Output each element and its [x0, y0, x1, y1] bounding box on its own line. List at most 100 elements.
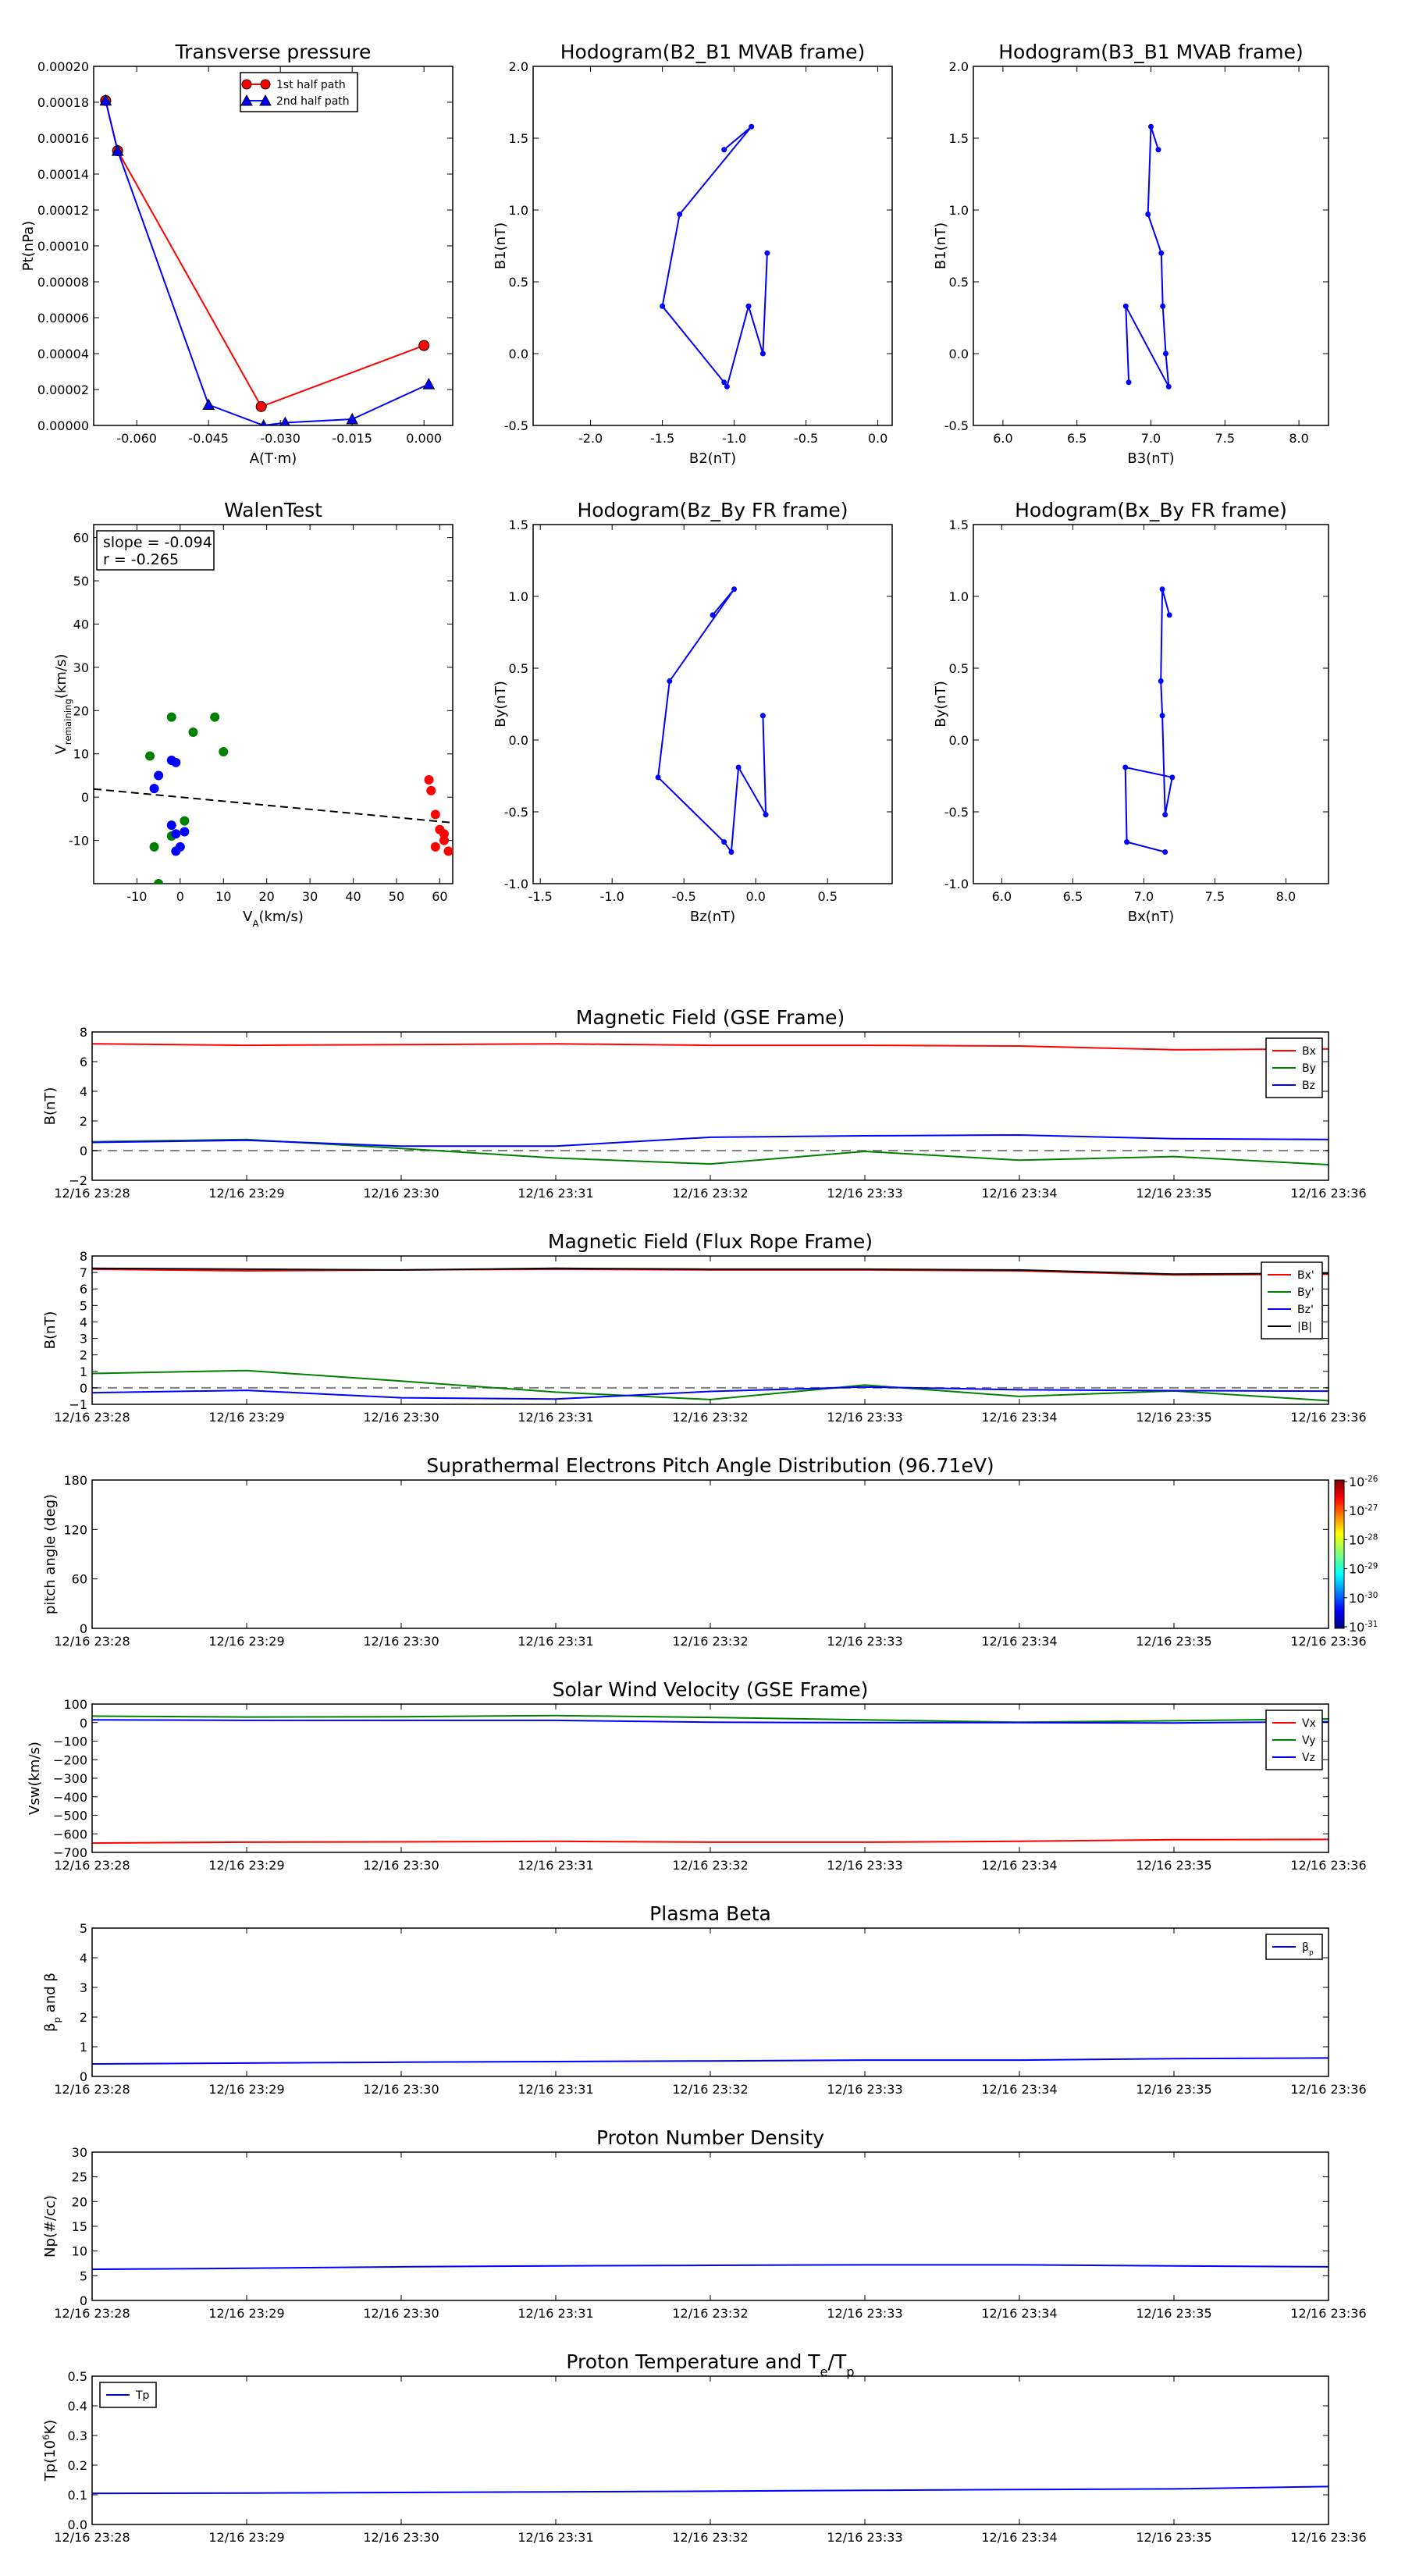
plot-area	[92, 2485, 1329, 2495]
y-axis-label: Np(#/cc)	[42, 2195, 59, 2258]
x-tick-label: 12/16 23:33	[827, 1410, 902, 1425]
x-tick-label: 12/16 23:33	[827, 1186, 902, 1201]
data-point	[759, 713, 766, 719]
data-point	[677, 212, 683, 218]
data-point	[443, 846, 453, 856]
data-point	[1148, 123, 1154, 130]
data-point	[219, 746, 229, 756]
x-axis-label: Bz(nT)	[690, 909, 735, 925]
annotation-r: r = -0.265	[103, 551, 179, 568]
x-tick-label: 12/16 23:29	[208, 2082, 284, 2097]
y-axis-label: B(nT)	[42, 1311, 59, 1350]
x-tick-label: 12/16 23:28	[54, 2530, 130, 2545]
y-tick-label: 0.5	[509, 661, 528, 676]
plot-frame	[91, 1255, 1329, 1405]
legend-label: Vz	[1302, 1752, 1315, 1764]
y-tick-label: 0	[81, 790, 89, 805]
colorbar-label: 10-31	[1349, 1620, 1378, 1635]
series-line-0	[661, 126, 768, 389]
y-tick-label: 8	[80, 1025, 87, 1040]
data-point	[439, 835, 449, 845]
x-tick-label: 12/16 23:35	[1136, 2306, 1211, 2321]
x-tick-label: 12/16 23:29	[208, 2530, 284, 2545]
y-tick-label: 1.0	[949, 203, 969, 218]
x-tick-label: -10	[126, 889, 147, 904]
x-tick-label: 12/16 23:30	[363, 2082, 439, 2097]
y-tick-label: 0	[80, 1716, 87, 1731]
data-point	[749, 123, 755, 130]
y-tick-label: 0	[80, 1381, 87, 1396]
x-tick-label: 40	[345, 889, 361, 904]
y-tick-label: 3	[80, 1332, 87, 1347]
y-tick-label: 4	[80, 1951, 87, 1966]
series-line-1	[92, 1369, 1329, 1402]
plot-frame	[91, 1703, 1329, 1853]
plot-area	[655, 586, 769, 856]
y-tick-label: 2	[80, 2010, 87, 2025]
plot-area	[92, 1714, 1329, 1845]
y-tick-label: 0.5	[949, 661, 969, 676]
x-tick-label: 6.5	[1063, 889, 1083, 904]
series-line-3	[92, 1267, 1329, 1276]
x-tick-label: 12/16 23:28	[54, 2306, 130, 2321]
x-tick-label: 12/16 23:31	[518, 2530, 593, 2545]
y-tick-label: 1.5	[509, 131, 528, 146]
legend-marker	[241, 79, 252, 90]
panel-title: Magnetic Field (Flux Rope Frame)	[548, 1230, 873, 1253]
x-tick-label: -1.5	[528, 889, 553, 904]
plot-frame	[973, 524, 1329, 884]
y-tick-label: 2	[80, 1114, 87, 1129]
y-tick-label: 2.0	[509, 59, 528, 74]
y-tick-label: 0.00014	[37, 167, 89, 182]
x-tick-label: 12/16 23:35	[1136, 1186, 1211, 1201]
y-tick-label: 180	[63, 1473, 87, 1488]
y-tick-label: -1.0	[944, 877, 969, 891]
x-tick-label: 0.0	[868, 431, 887, 446]
panel-title: Suprathermal Electrons Pitch Angle Distr…	[426, 1454, 994, 1477]
y-axis-label: By(nT)	[933, 681, 949, 727]
data-point	[1145, 212, 1151, 218]
y-tick-label: 30	[73, 660, 89, 675]
y-tick-label: 60	[73, 531, 89, 546]
y-tick-label: −300	[53, 1771, 87, 1786]
series-line-0	[1125, 126, 1170, 387]
series-line-0	[92, 1043, 1329, 1051]
x-axis-label: B3(nT)	[1127, 450, 1174, 467]
x-tick-label: 12/16 23:36	[1290, 1634, 1366, 1649]
x-tick-label: -0.5	[672, 889, 696, 904]
series-line-0	[92, 2057, 1329, 2065]
data-point	[426, 785, 436, 795]
x-tick-label: 12/16 23:31	[518, 2082, 593, 2097]
series-line-1	[92, 1138, 1329, 1165]
legend-marker	[260, 79, 271, 90]
series-line-0	[105, 100, 425, 408]
y-tick-label: -0.5	[944, 805, 969, 820]
y-tick-label: -1.0	[504, 877, 528, 891]
data-point	[1159, 713, 1165, 719]
data-point	[149, 841, 159, 852]
x-tick-label: 12/16 23:36	[1290, 2306, 1366, 2321]
y-tick-label: −700	[53, 1845, 87, 1860]
panel-title: WalenTest	[224, 499, 322, 521]
y-axis-label: Pt(nPa)	[20, 221, 37, 271]
data-point	[1159, 586, 1165, 592]
x-tick-label: 7.5	[1205, 889, 1225, 904]
data-point	[260, 418, 268, 425]
y-tick-label: 0.00016	[37, 131, 89, 146]
plot-area	[1122, 123, 1172, 390]
y-tick-label: 20	[73, 703, 89, 718]
plot-area	[1122, 586, 1176, 856]
data-point	[735, 764, 742, 770]
x-tick-label: 10	[215, 889, 231, 904]
y-tick-label: 0.5	[68, 2369, 87, 2384]
data-point	[1126, 379, 1132, 386]
y-tick-label: 5	[80, 1298, 87, 1313]
data-point	[99, 94, 112, 106]
plot-frame	[91, 2151, 1329, 2301]
y-tick-label: 0.00010	[37, 239, 89, 254]
y-tick-label: 0.00000	[37, 418, 89, 433]
x-tick-label: 12/16 23:29	[208, 1410, 284, 1425]
y-tick-label: 0	[80, 2293, 87, 2308]
series-line-1	[92, 1714, 1329, 1724]
x-tick-label: 6.0	[993, 431, 1012, 446]
